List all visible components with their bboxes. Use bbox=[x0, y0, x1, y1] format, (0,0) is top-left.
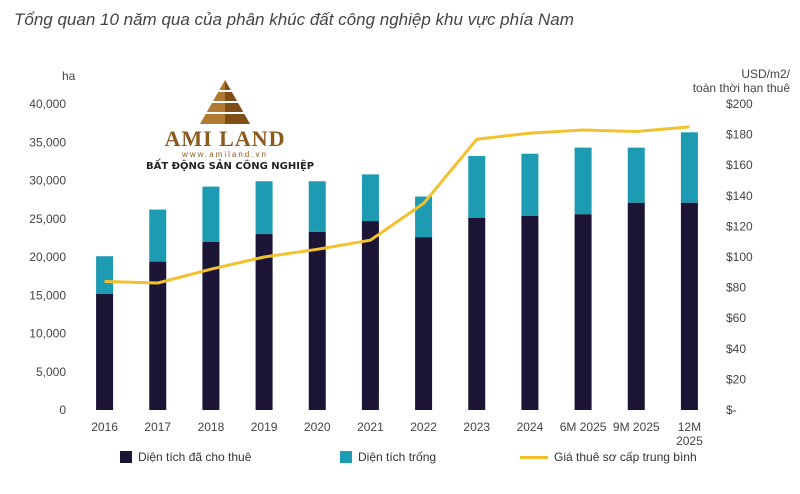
right-tick-label: $20 bbox=[726, 372, 746, 386]
bar-vacant bbox=[521, 153, 539, 216]
x-tick-label: 2020 bbox=[304, 420, 331, 434]
right-tick-label: $60 bbox=[726, 311, 746, 325]
right-tick-label: $140 bbox=[726, 189, 753, 203]
right-tick-label: $120 bbox=[726, 219, 753, 233]
left-tick-label: 10,000 bbox=[29, 327, 66, 341]
x-tick-label: 12M bbox=[678, 420, 701, 434]
x-tick-label: 2023 bbox=[463, 420, 490, 434]
left-tick-label: 15,000 bbox=[29, 288, 66, 302]
rent-line bbox=[104, 125, 690, 285]
legend-swatch-rent bbox=[520, 455, 548, 459]
right-tick-label: $80 bbox=[726, 281, 746, 295]
bar-leased bbox=[627, 202, 645, 410]
x-tick-label: 2024 bbox=[517, 420, 544, 434]
logo-name: AMI LAND bbox=[164, 126, 286, 151]
bar-leased bbox=[680, 202, 698, 410]
right-tick-label: $180 bbox=[726, 128, 753, 142]
x-tick-label: 2021 bbox=[357, 420, 384, 434]
left-tick-label: 0 bbox=[59, 403, 66, 417]
line-series bbox=[104, 125, 690, 285]
left-tick-label: 20,000 bbox=[29, 250, 66, 264]
legend-label-vacant: Diện tích trống bbox=[358, 450, 437, 464]
pyramid-logo-icon bbox=[200, 80, 250, 124]
left-tick-label: 30,000 bbox=[29, 174, 66, 188]
left-tick-label: 35,000 bbox=[29, 135, 66, 149]
x-tick-label: 9M 2025 bbox=[613, 420, 660, 434]
bar-vacant bbox=[468, 156, 486, 218]
bar-leased bbox=[255, 234, 273, 410]
bar-leased bbox=[202, 241, 220, 410]
bar-leased bbox=[468, 217, 486, 410]
bar-leased bbox=[521, 215, 539, 410]
bar-leased bbox=[574, 214, 592, 410]
bar-vacant bbox=[361, 174, 379, 222]
legend-item-rent: Giá thuê sơ cấp trung bình bbox=[520, 450, 697, 464]
legend-item-leased: Diện tích đã cho thuê bbox=[120, 450, 251, 464]
legend: Diện tích đã cho thuê Diện tích trống Gi… bbox=[0, 450, 800, 474]
bar-vacant bbox=[627, 147, 645, 203]
bar-vacant bbox=[308, 181, 326, 232]
bar-leased bbox=[361, 221, 379, 410]
bar-leased bbox=[96, 293, 114, 410]
x-axis: 2016 2017 2018 2019 2020 2021 2022 2023 2024 6M 2… bbox=[91, 420, 703, 448]
x-tick-label: 2019 bbox=[251, 420, 278, 434]
legend-swatch-leased bbox=[120, 451, 132, 463]
x-tick-label: 2025 bbox=[676, 434, 703, 448]
right-tick-label: $40 bbox=[726, 342, 746, 356]
bar-leased bbox=[415, 237, 433, 410]
bar-vacant bbox=[255, 181, 273, 235]
bar-vacant bbox=[680, 132, 698, 203]
bar-series bbox=[96, 132, 698, 410]
right-tick-label: $200 bbox=[726, 97, 753, 111]
right-tick-label: $- bbox=[726, 403, 737, 417]
right-axis: $- $20 $40 $60 $80 $100 $120 $140 $160 $180 $200 bbox=[726, 97, 753, 417]
bar-vacant bbox=[202, 186, 220, 242]
left-tick-label: 25,000 bbox=[29, 212, 66, 226]
x-tick-label: 2022 bbox=[410, 420, 437, 434]
amiland-logo: AMI LAND www.amiland.vn BẤT ĐỘNG SẢN CÔN… bbox=[146, 76, 314, 176]
x-tick-label: 2017 bbox=[144, 420, 171, 434]
chart-title: Tổng quan 10 năm qua của phân khúc đất c… bbox=[14, 10, 574, 29]
bar-vacant bbox=[149, 209, 167, 262]
right-tick-label: $160 bbox=[726, 158, 753, 172]
logo-tagline: BẤT ĐỘNG SẢN CÔNG NGHIỆP bbox=[146, 161, 315, 172]
legend-label-rent: Giá thuê sơ cấp trung bình bbox=[554, 450, 697, 464]
right-axis-unit-line2: toàn thời hạn thuê bbox=[693, 81, 791, 95]
bar-vacant bbox=[574, 147, 592, 215]
right-tick-label: $100 bbox=[726, 250, 753, 264]
left-axis: 0 5,000 10,000 15,000 20,000 25,000 30,000 35,0… bbox=[29, 97, 66, 417]
legend-label-leased: Diện tích đã cho thuê bbox=[138, 450, 252, 464]
x-tick-label: 2016 bbox=[91, 420, 118, 434]
left-tick-label: 40,000 bbox=[29, 97, 66, 111]
left-axis-unit: ha bbox=[62, 69, 76, 83]
bar-vacant bbox=[96, 256, 114, 294]
x-tick-label: 6M 2025 bbox=[560, 420, 607, 434]
legend-swatch-vacant bbox=[340, 451, 352, 463]
bar-leased bbox=[308, 231, 326, 410]
left-tick-label: 5,000 bbox=[36, 365, 66, 379]
x-tick-label: 2018 bbox=[198, 420, 225, 434]
logo-url: www.amiland.vn bbox=[182, 150, 268, 159]
bar-leased bbox=[149, 261, 167, 410]
legend-item-vacant: Diện tích trống bbox=[340, 450, 436, 464]
right-axis-unit-line1: USD/m2/ bbox=[741, 67, 790, 81]
